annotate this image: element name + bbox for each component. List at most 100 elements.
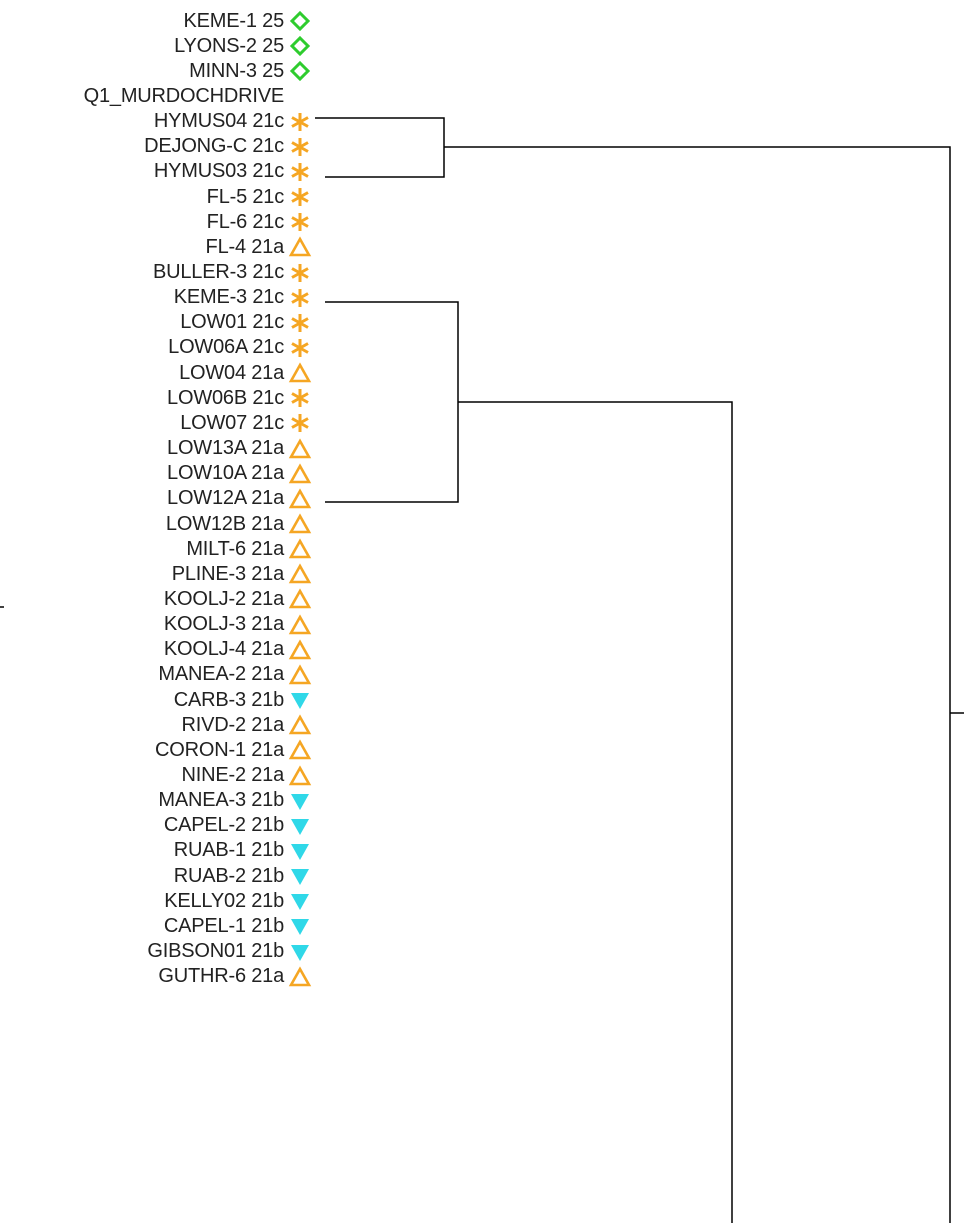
leaf-label-text: NINE-2 21a — [181, 764, 285, 786]
asterisk-icon — [288, 287, 312, 309]
leaf-label: LYONS-2 25 — [174, 34, 312, 58]
leaf-label: LOW06B 21c — [167, 386, 312, 410]
cluster-top-branch — [444, 146, 964, 1223]
leaf-label-text: LOW10A 21a — [167, 462, 284, 485]
leaf-label-text: LOW13A 21a — [167, 437, 284, 459]
leaf-label-text: HYMUS04 21c — [153, 110, 284, 133]
asterisk-icon — [288, 312, 312, 334]
triangle-down-icon — [288, 840, 312, 862]
leaf-label: FL-5 21c — [207, 185, 312, 209]
triangle-up-icon — [288, 463, 312, 485]
leaf-label-text: LOW12B 21a — [165, 512, 284, 535]
triangle-up-icon — [288, 639, 312, 661]
leaf-label: LOW10A 21a — [167, 462, 312, 486]
asterisk-icon — [288, 136, 312, 158]
leaf-label: LOW12A 21a — [167, 487, 312, 511]
leaf-label-text: CAPEL-1 21b — [163, 914, 284, 937]
leaf-label: MANEA-2 21a — [158, 663, 312, 687]
leaf-label: LOW04 21a — [179, 361, 312, 385]
triangle-down-icon — [288, 865, 312, 887]
triangle-down-icon — [288, 915, 312, 937]
leaf-label: MILT-6 21a — [186, 537, 312, 561]
triangle-up-icon — [288, 538, 312, 560]
leaf-label-text: LOW04 21a — [179, 361, 284, 384]
leaf-label-text: CORON-1 21a — [155, 738, 284, 761]
triangle-down-icon — [288, 890, 312, 912]
leaf-label: CARB-3 21b — [174, 688, 312, 712]
leaf-label-text: KEME-3 21c — [173, 286, 284, 309]
leaf-label-text: GIBSON01 21b — [147, 940, 284, 962]
leaf-label-text: PLINE-3 21a — [171, 562, 285, 585]
branch-link-4 — [444, 146, 951, 1223]
leaf-label: FL-6 21c — [207, 210, 312, 234]
leaf-label: RIVD-2 21a — [182, 713, 313, 737]
leaf-label-text: MANEA-2 21a — [158, 663, 284, 686]
leaf-label-text: FL-5 21c — [206, 185, 285, 208]
triangle-down-icon — [288, 941, 312, 963]
leaf-label-text: LYONS-2 25 — [174, 34, 284, 57]
leaf-label: Q1_MURDOCHDRIVE — [84, 84, 312, 108]
leaf-label-text: FL-6 21c — [206, 210, 285, 233]
leaf-label-text: RUAB-1 21b — [173, 839, 284, 862]
leaf-label: RUAB-2 21b — [174, 864, 312, 888]
triangle-up-icon — [288, 513, 312, 535]
triangle-up-icon — [288, 236, 312, 258]
leaf-label-text: BULLER-3 21c — [153, 261, 284, 283]
leaf-label-text: LOW06B 21c — [167, 386, 284, 409]
asterisk-icon — [288, 161, 312, 183]
triangle-down-icon — [288, 790, 312, 812]
leaf-label-text: CAPEL-2 21b — [163, 814, 284, 837]
leaf-label-text: GUTHR-6 21a — [158, 965, 284, 988]
leaf-label: KOOLJ-2 21a — [164, 587, 312, 611]
leaf-label: RUAB-1 21b — [174, 839, 312, 863]
leaf-label-text: Q1_MURDOCHDRIVE — [83, 84, 285, 107]
leaf-label: KELLY02 21b — [164, 889, 312, 913]
triangle-up-icon — [288, 362, 312, 384]
triangle-up-icon — [288, 664, 312, 686]
leaf-label-text: CARB-3 21b — [173, 688, 284, 711]
leaf-label-text: RIVD-2 21a — [181, 713, 285, 736]
leaf-label-text: DEJONG-C 21c — [144, 135, 284, 158]
triangle-down-icon — [288, 815, 312, 837]
leaf-label-text: FL-4 21a — [205, 235, 285, 258]
leaf-label: LOW06A 21c — [168, 336, 312, 360]
empty-marker-slot — [288, 85, 312, 107]
leaf-label-text: KOOLJ-4 21a — [163, 638, 284, 661]
leaf-label: HYMUS04 21c — [154, 110, 312, 134]
leaf-label: MANEA-3 21b — [158, 789, 312, 813]
triangle-down-icon — [288, 689, 312, 711]
leaf-label-text: HYMUS03 21c — [153, 160, 284, 183]
asterisk-icon — [288, 211, 312, 233]
leaf-label: LOW07 21c — [180, 411, 312, 435]
leaf-label: PLINE-3 21a — [172, 562, 312, 586]
leaf-label: LOW13A 21a — [167, 437, 312, 461]
leaf-label: BULLER-3 21c — [153, 261, 312, 285]
triangle-up-icon — [288, 563, 312, 585]
leaf-label: CAPEL-1 21b — [164, 914, 312, 938]
triangle-up-icon — [288, 764, 312, 787]
asterisk-icon — [288, 186, 312, 208]
leaf-label-text: LOW06A 21c — [168, 336, 284, 359]
triangle-up-icon — [288, 488, 312, 510]
leaf-label: KOOLJ-3 21a — [164, 613, 312, 637]
triangle-up-icon — [288, 437, 312, 460]
leaf-label-text: KOOLJ-3 21a — [163, 613, 284, 636]
leaf-label-text: MINN-3 25 — [189, 59, 284, 82]
triangle-up-icon — [288, 966, 312, 988]
leaf-label: GIBSON01 21b — [147, 940, 312, 964]
leaf-label: HYMUS03 21c — [154, 160, 312, 184]
triangle-up-icon — [288, 613, 312, 636]
leaf-label: MINN-3 25 — [189, 59, 312, 83]
triangle-up-icon — [288, 739, 312, 761]
leaf-label-text: KOOLJ-2 21a — [163, 587, 284, 610]
leaf-label: KEME-3 21c — [174, 286, 312, 310]
asterisk-icon — [288, 387, 312, 409]
asterisk-icon — [288, 262, 312, 284]
triangle-up-icon — [288, 714, 312, 736]
leaf-label: FL-4 21a — [206, 235, 312, 259]
leaf-label: DEJONG-C 21c — [144, 135, 312, 159]
leaf-label: LOW01 21c — [180, 311, 312, 335]
leaf-label-text: LOW12A 21a — [167, 487, 284, 510]
